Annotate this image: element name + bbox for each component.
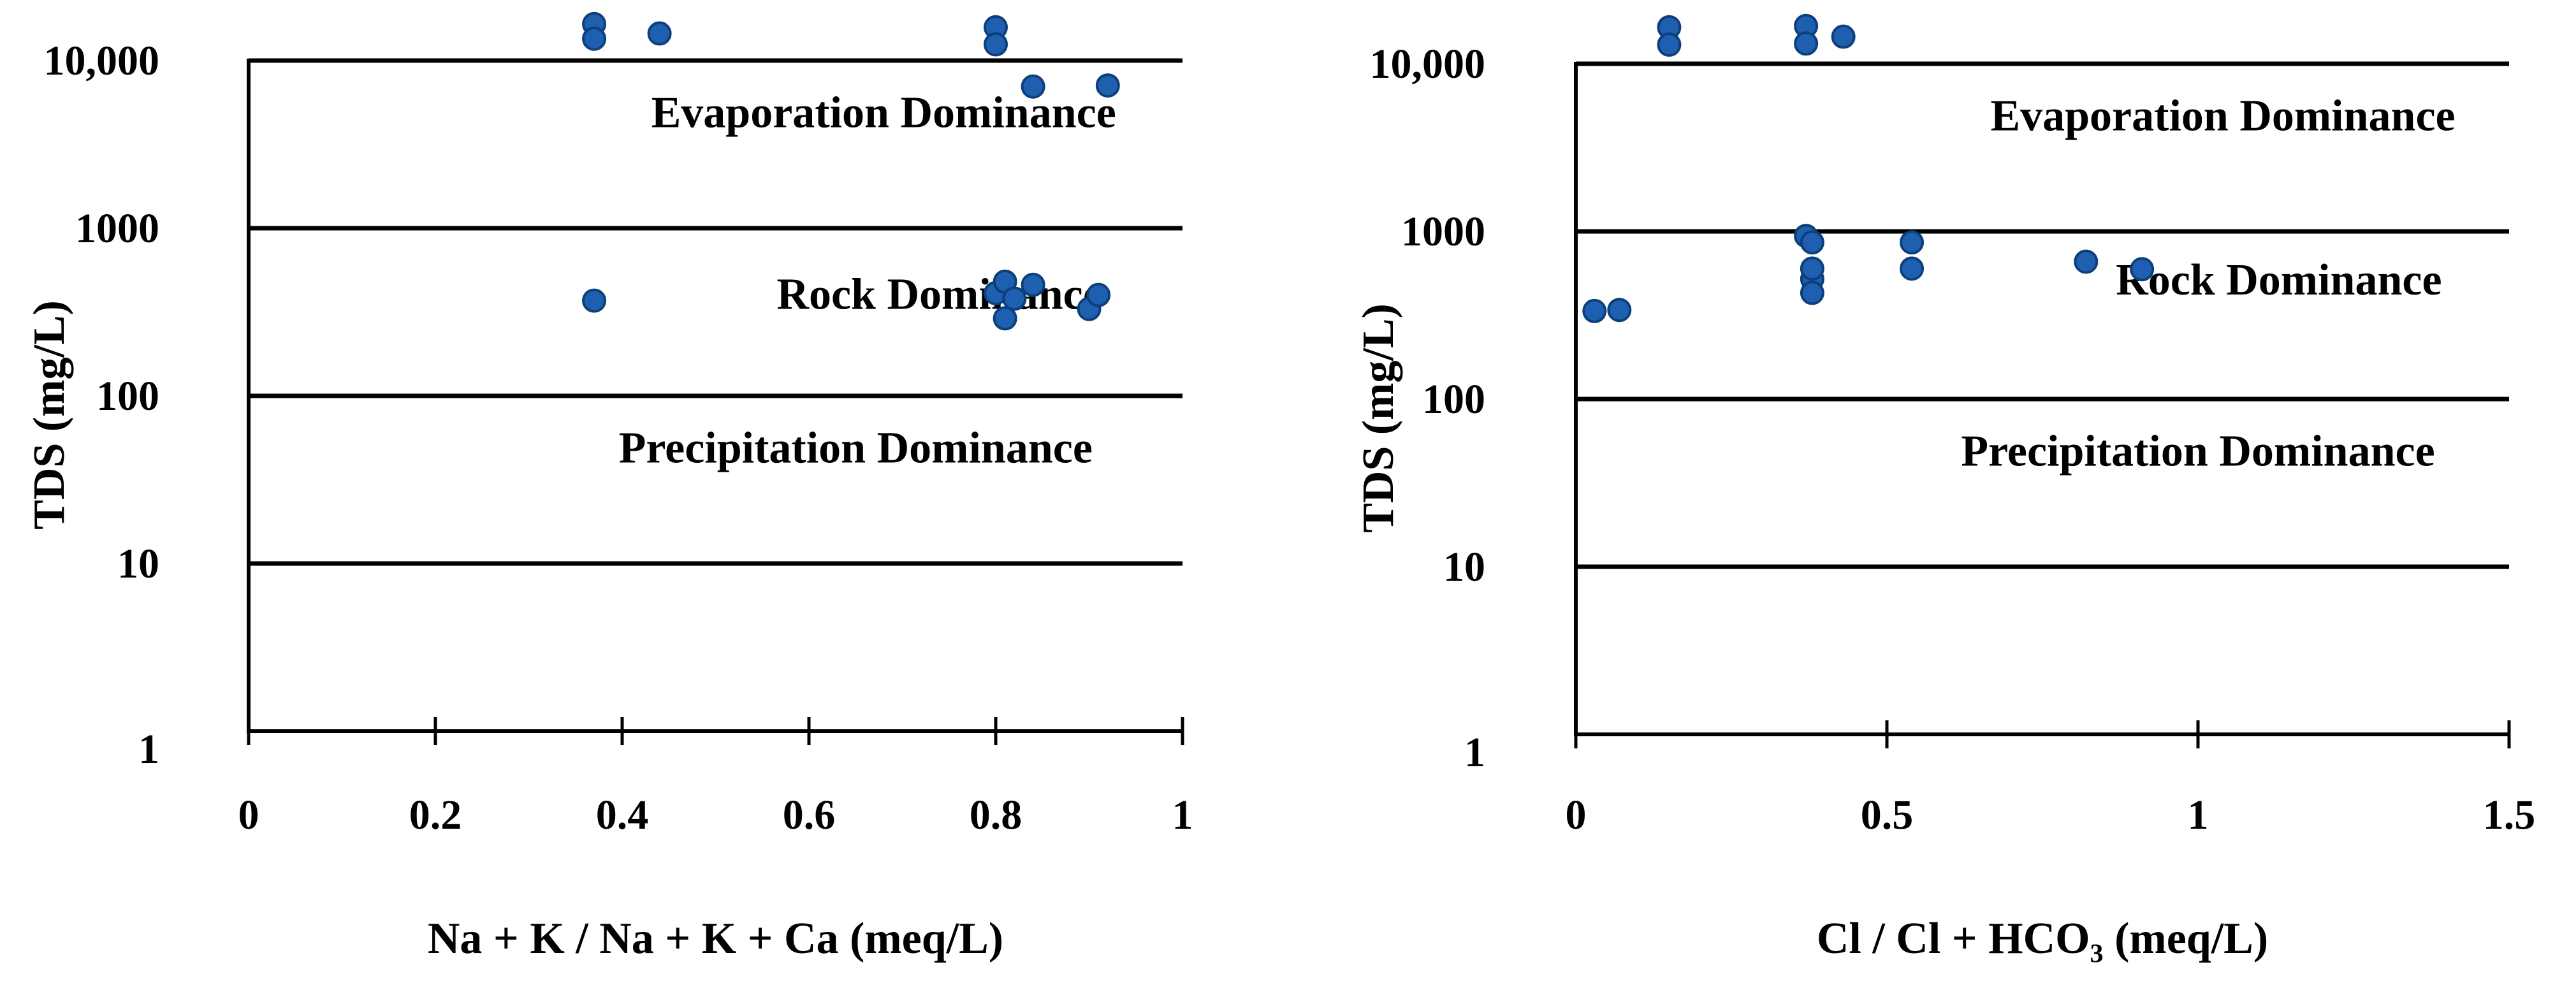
- data-point: [1900, 256, 1925, 281]
- region-label: Evaporation Dominance: [1990, 92, 2455, 141]
- x-tick-label: 0: [1566, 792, 1587, 838]
- y-tick-label: 100: [96, 373, 159, 419]
- x-tick-label: 0.5: [1861, 792, 1914, 838]
- x-tick-label: 0.8: [970, 792, 1022, 838]
- region-label: Precipitation Dominance: [1961, 427, 2434, 476]
- data-point: [2074, 249, 2099, 274]
- data-point: [2130, 257, 2155, 282]
- region-label: Rock Dominance: [2116, 256, 2441, 305]
- x-tick-label: 0.2: [409, 792, 462, 838]
- data-point: [1002, 286, 1027, 311]
- data-point: [993, 306, 1017, 331]
- data-point: [1607, 298, 1632, 323]
- region-label: Evaporation Dominance: [651, 89, 1116, 138]
- data-point: [1021, 272, 1045, 297]
- x-axis-title: Na + K / Na + K + Ca (meq/L): [428, 914, 1003, 963]
- data-point: [984, 32, 1008, 57]
- data-point: [582, 288, 607, 313]
- data-point: [1086, 282, 1111, 307]
- x-tick-label: 0.6: [783, 792, 836, 838]
- y-tick-label: 1: [1464, 729, 1485, 776]
- x-tick-label: 1: [1172, 792, 1193, 838]
- x-tick-label: 1.5: [2483, 792, 2536, 838]
- data-point: [1800, 256, 1824, 281]
- chart-2: 0 0.5 1 1.5 1 10 100 1000 10,000 Evaporation Domi…: [1354, 13, 2536, 963]
- region-label: Precipitation Dominance: [619, 424, 1093, 473]
- y-tick-label: 10,000: [1370, 41, 1486, 87]
- data-point: [647, 21, 672, 46]
- y-tick-label: 10: [1443, 544, 1485, 590]
- region-label: Rock Dominance: [776, 270, 1102, 319]
- data-point: [1021, 74, 1045, 99]
- data-point: [582, 26, 607, 51]
- y-tick-label: 10: [117, 541, 159, 587]
- y-axis-title: TDS (mg/L): [1354, 303, 1403, 533]
- y-tick-label: 10,000: [44, 38, 160, 84]
- y-tick-label: 100: [1422, 376, 1485, 423]
- x-tick-label: 0.4: [596, 792, 649, 838]
- chart-1: 0 0.2 0.4 0.6 0.8 1 1 10 100 1000 10,000 Evaporatio…: [25, 11, 1193, 963]
- y-axis-title: TDS (mg/L): [25, 300, 74, 530]
- data-point: [1794, 31, 1819, 56]
- data-point: [1900, 230, 1925, 255]
- data-point: [1095, 73, 1120, 98]
- data-point: [1657, 33, 1682, 57]
- data-point: [1800, 280, 1824, 305]
- data-point: [1800, 230, 1824, 255]
- x-tick-label: 0: [238, 792, 259, 838]
- y-tick-label: 1: [138, 726, 159, 773]
- data-point: [1582, 298, 1607, 323]
- x-tick-label: 1: [2188, 792, 2209, 838]
- y-tick-label: 1000: [75, 205, 159, 252]
- data-point: [1831, 24, 1856, 49]
- y-tick-label: 1000: [1401, 208, 1485, 255]
- x-axis-title: Cl / Cl + HCO₃ (meq/L): [1817, 914, 2268, 963]
